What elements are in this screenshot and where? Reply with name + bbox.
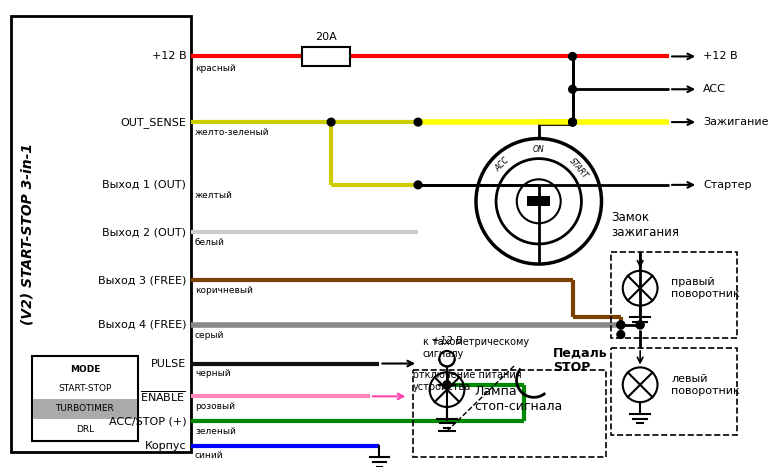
Text: отключение питания
устройства: отключение питания устройства xyxy=(413,370,522,391)
Text: Зажигание: Зажигание xyxy=(703,117,768,127)
Circle shape xyxy=(443,381,451,389)
Text: красный: красный xyxy=(195,64,236,73)
Text: Выход 4 (FREE): Выход 4 (FREE) xyxy=(98,320,186,330)
Text: синий: синий xyxy=(195,451,224,460)
Circle shape xyxy=(443,381,451,389)
Circle shape xyxy=(636,321,644,329)
Text: к тахометрическому
сигналу: к тахометрическому сигналу xyxy=(423,337,529,359)
Text: коричневый: коричневый xyxy=(195,286,253,295)
Circle shape xyxy=(569,118,576,126)
Text: START-STOP: START-STOP xyxy=(58,384,112,393)
Text: левый
поворотник: левый поворотник xyxy=(671,374,739,396)
FancyBboxPatch shape xyxy=(32,356,138,441)
Text: 20A: 20A xyxy=(315,32,337,42)
Text: PULSE: PULSE xyxy=(151,359,186,369)
Text: $\overline{\rm ENABLE}$: $\overline{\rm ENABLE}$ xyxy=(140,389,186,404)
FancyBboxPatch shape xyxy=(10,16,191,452)
Text: MODE: MODE xyxy=(69,365,100,374)
Bar xyxy=(612,251,736,338)
Circle shape xyxy=(636,321,644,329)
Circle shape xyxy=(414,181,422,189)
Text: OUT_SENSE: OUT_SENSE xyxy=(120,117,186,128)
Text: желтый: желтый xyxy=(195,190,232,200)
Circle shape xyxy=(617,331,625,338)
Text: TURBOTIMER: TURBOTIMER xyxy=(55,404,114,413)
Text: ACC: ACC xyxy=(703,84,725,94)
Circle shape xyxy=(569,53,576,60)
Text: Корпус: Корпус xyxy=(144,441,186,451)
Text: +12 В: +12 В xyxy=(432,336,463,346)
Text: Выход 3 (FREE): Выход 3 (FREE) xyxy=(98,276,186,285)
Text: ON: ON xyxy=(533,145,544,154)
Text: +12 В: +12 В xyxy=(151,51,186,61)
Text: Выход 2 (OUT): Выход 2 (OUT) xyxy=(102,227,186,237)
Text: Педаль
STOP: Педаль STOP xyxy=(553,346,608,374)
Text: ACC/STOP (+): ACC/STOP (+) xyxy=(108,417,186,427)
Text: Стартер: Стартер xyxy=(703,180,751,190)
Text: черный: черный xyxy=(195,370,231,378)
Circle shape xyxy=(569,86,576,93)
Text: зеленый: зеленый xyxy=(195,427,236,436)
Text: белый: белый xyxy=(195,238,225,247)
Text: (V2) START-STOP 3-in-1: (V2) START-STOP 3-in-1 xyxy=(21,143,35,325)
Circle shape xyxy=(569,118,576,126)
Text: серый: серый xyxy=(195,331,225,340)
Bar xyxy=(612,348,736,435)
Text: розовый: розовый xyxy=(195,402,235,411)
Bar xyxy=(527,197,551,206)
Bar xyxy=(302,47,350,66)
Text: START: START xyxy=(567,156,590,180)
Circle shape xyxy=(414,118,422,126)
Bar xyxy=(33,399,137,418)
Text: Выход 1 (OUT): Выход 1 (OUT) xyxy=(102,180,186,190)
Circle shape xyxy=(617,321,625,329)
Text: DRL: DRL xyxy=(76,425,94,434)
Text: Замок
зажигания: Замок зажигания xyxy=(612,211,679,239)
Text: правый
поворотник: правый поворотник xyxy=(671,277,739,299)
Circle shape xyxy=(328,118,335,126)
Text: +12 В: +12 В xyxy=(703,51,738,61)
Circle shape xyxy=(617,321,625,329)
Text: ACC: ACC xyxy=(494,156,511,174)
Text: Лампа
стоп-сигнала: Лампа стоп-сигнала xyxy=(474,385,562,413)
Text: желто-зеленый: желто-зеленый xyxy=(195,128,269,137)
Bar xyxy=(413,370,606,457)
